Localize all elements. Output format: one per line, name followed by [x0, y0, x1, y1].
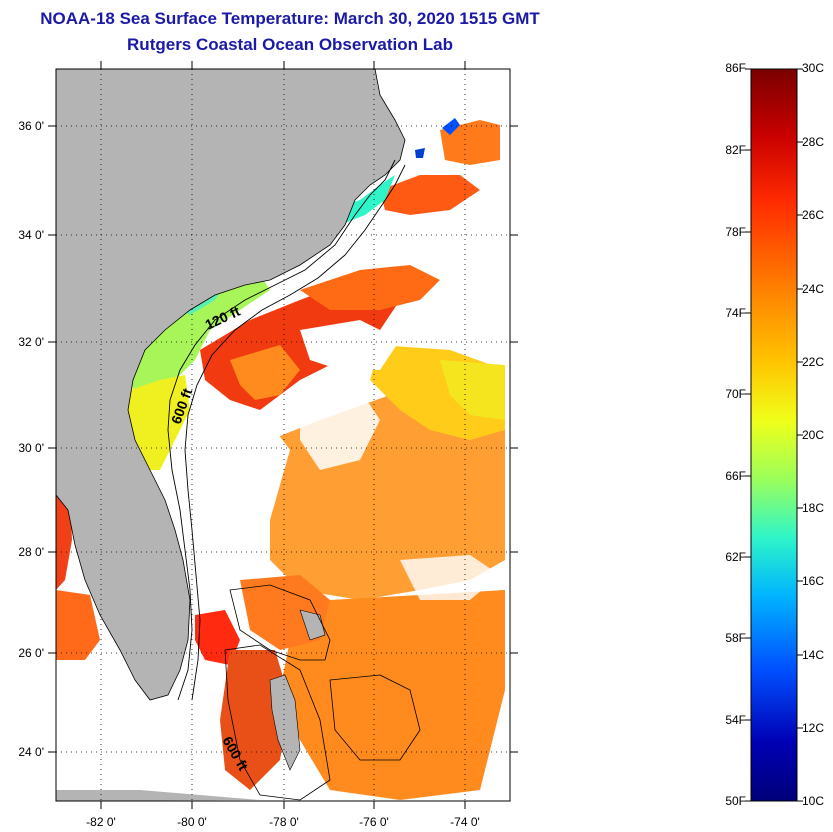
colorbar-f-label: 58F — [725, 631, 746, 645]
colorbar-c-label: 16C — [802, 574, 825, 588]
colorbar-f-label: 70F — [725, 387, 746, 401]
colorbar-f-label: 62F — [725, 550, 746, 564]
colorbar-f-label: 86F — [725, 61, 746, 75]
bahamas-island — [269, 674, 301, 771]
axis-ticks — [48, 61, 518, 809]
grid-lines — [56, 69, 510, 801]
sst-data-layer — [56, 118, 505, 800]
colorbar-c-label: 30C — [802, 61, 825, 75]
colorbar-c-label: 22C — [802, 355, 825, 369]
cuba-coast — [56, 790, 260, 801]
lat-label: 34 0' — [18, 228, 44, 242]
contour-120ft — [167, 159, 396, 701]
lat-label: 26 0' — [18, 646, 44, 660]
colorbar-f-label: 82F — [725, 143, 746, 157]
land-mass — [56, 69, 406, 701]
lat-label: 32 0' — [18, 335, 44, 349]
colorbar-c-label: 12C — [802, 721, 825, 735]
lon-label: -80 0' — [177, 815, 207, 829]
lat-label: 30 0' — [18, 441, 44, 455]
map-subtitle: Rutgers Coastal Ocean Observation Lab — [127, 35, 453, 54]
lon-label: -82 0' — [86, 815, 116, 829]
colorbar-f-label: 66F — [725, 469, 746, 483]
colorbar-c-label: 10C — [802, 794, 825, 808]
colorbar-c-label: 28C — [802, 135, 825, 149]
lon-label: -78 0' — [269, 815, 299, 829]
colorbar-f-label: 54F — [725, 713, 746, 727]
lat-label: 28 0' — [18, 545, 44, 559]
lon-label: -74 0' — [450, 815, 480, 829]
colorbar-ticks — [745, 68, 803, 802]
colorbar-f-label: 78F — [725, 225, 746, 239]
colorbar-f-label: 50F — [725, 794, 746, 808]
colorbar-c-label: 26C — [802, 208, 825, 222]
colorbar — [750, 68, 798, 802]
map-title: NOAA-18 Sea Surface Temperature: March 3… — [40, 9, 540, 28]
colorbar-c-label: 20C — [802, 428, 825, 442]
lat-label: 36 0' — [18, 119, 44, 133]
colorbar-c-label: 18C — [802, 501, 825, 515]
lat-label: 24 0' — [18, 745, 44, 759]
colorbar-c-label: 24C — [802, 282, 825, 296]
colorbar-f-label: 74F — [725, 306, 746, 320]
lon-label: -76 0' — [359, 815, 389, 829]
map-frame — [55, 68, 511, 802]
contour-600ft — [184, 164, 406, 701]
colorbar-c-label: 14C — [802, 648, 825, 662]
